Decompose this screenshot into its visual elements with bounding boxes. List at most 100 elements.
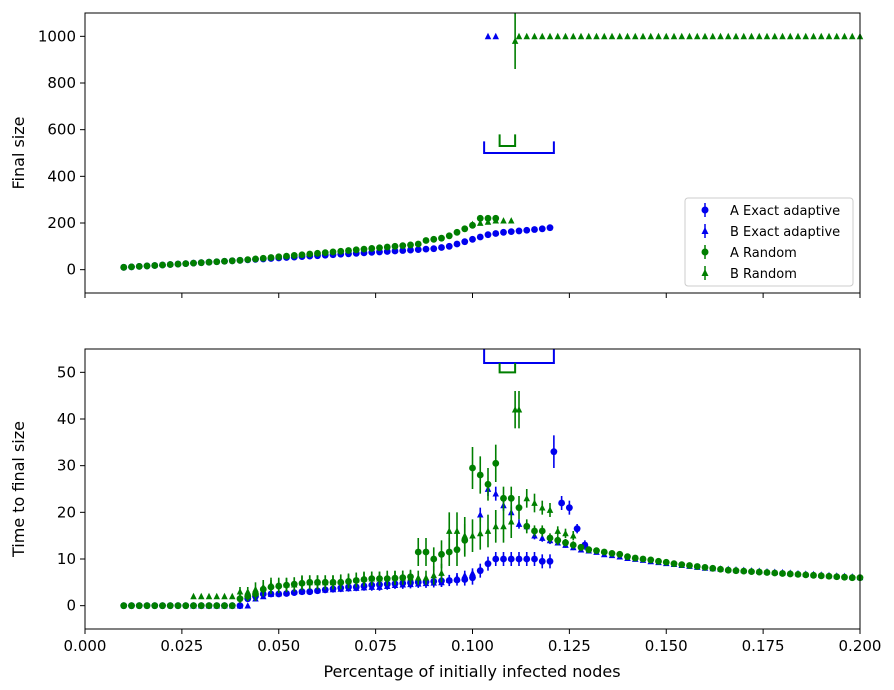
data-point — [143, 262, 151, 270]
data-point — [182, 260, 190, 267]
data-point — [445, 232, 453, 240]
data-point — [314, 578, 321, 586]
data-point — [554, 527, 561, 534]
final-size-x-ticks — [84, 293, 861, 298]
data-point — [593, 547, 600, 554]
data-point — [345, 247, 352, 254]
data-point — [236, 256, 244, 264]
data-point — [438, 569, 445, 576]
time-y-axis-label: Time to final size — [9, 421, 28, 558]
data-point — [453, 228, 461, 236]
legend-label: B Exact adaptive — [730, 225, 840, 240]
data-point — [539, 32, 546, 40]
data-point — [190, 602, 197, 610]
data-point — [205, 602, 213, 610]
data-point — [562, 529, 569, 537]
data-point — [554, 536, 562, 544]
data-point — [198, 592, 205, 600]
data-point — [453, 527, 461, 534]
data-point — [469, 464, 476, 472]
data-point — [391, 242, 399, 250]
time-bracket — [483, 349, 555, 364]
data-point — [562, 539, 569, 547]
data-point — [453, 240, 461, 248]
data-point — [802, 32, 809, 40]
series-b-random — [469, 13, 864, 228]
data-point — [306, 587, 313, 594]
data-point — [306, 250, 314, 258]
data-point — [337, 577, 344, 585]
data-point — [484, 527, 492, 534]
data-point — [701, 32, 709, 40]
data-point — [368, 245, 376, 252]
data-point — [236, 588, 244, 595]
series-a-random — [120, 214, 500, 271]
data-point — [515, 555, 523, 563]
data-point — [477, 529, 484, 537]
data-point — [554, 32, 561, 40]
data-point — [399, 574, 406, 581]
legend-circle-marker-icon — [701, 206, 709, 214]
data-point — [771, 32, 778, 40]
time-x-tick-label: 0.050 — [257, 637, 300, 655]
data-point — [810, 32, 817, 40]
final-size-y-tick-label: 800 — [47, 74, 76, 92]
legend-triangle-marker-icon — [701, 227, 709, 234]
data-point — [244, 588, 251, 595]
data-point — [523, 522, 531, 530]
data-point — [810, 571, 817, 579]
data-point — [469, 220, 476, 228]
data-point — [841, 573, 848, 581]
data-point — [322, 578, 329, 586]
data-point — [492, 217, 499, 224]
data-point — [779, 32, 786, 40]
data-point — [329, 248, 337, 256]
data-point — [779, 570, 786, 577]
data-point — [306, 578, 313, 586]
data-point — [538, 527, 546, 535]
data-point — [353, 575, 360, 583]
data-point — [624, 32, 631, 40]
data-point — [267, 581, 275, 588]
data-point — [190, 592, 197, 600]
data-point — [515, 520, 523, 527]
data-point — [539, 504, 546, 511]
data-point — [531, 32, 538, 40]
data-point — [500, 228, 507, 236]
time-y-tick-label: 40 — [57, 410, 76, 428]
data-point — [368, 583, 375, 590]
data-point — [384, 574, 391, 581]
final-size-bracket — [498, 134, 517, 147]
time-y-ticks: 0 10 20 30 40 50 — [57, 363, 85, 615]
data-point — [236, 602, 244, 609]
series-b-random — [190, 391, 577, 600]
data-point — [833, 573, 841, 581]
data-point — [670, 32, 678, 40]
data-point — [639, 32, 647, 40]
final-size-y-tick-label: 400 — [47, 167, 76, 185]
final-size-data — [120, 13, 864, 271]
data-point — [848, 574, 856, 582]
time-x-tick-label: 0.125 — [548, 637, 591, 655]
data-point — [484, 231, 492, 239]
final-size-brackets — [483, 134, 555, 154]
legend-label: A Random — [730, 246, 797, 261]
data-point — [414, 246, 422, 254]
data-point — [624, 553, 631, 561]
data-point — [135, 602, 143, 610]
data-point — [709, 564, 717, 572]
data-point — [445, 548, 453, 556]
data-point — [453, 574, 461, 581]
data-point — [647, 32, 654, 40]
data-point — [229, 592, 236, 600]
data-point — [446, 576, 453, 583]
data-point — [817, 572, 825, 580]
data-point — [546, 32, 554, 40]
final-size-y-axis-label: Final size — [9, 117, 28, 190]
time-x-ticks: 0.000 0.025 0.050 0.075 0.100 0.125 0.150 0.175… — [64, 629, 881, 655]
data-point — [329, 578, 337, 586]
data-point — [469, 532, 476, 539]
time-x-tick-label: 0.075 — [354, 637, 397, 655]
legend-item-a-exact-adaptive: A Exact adaptive — [701, 203, 840, 219]
data-point — [120, 602, 128, 610]
